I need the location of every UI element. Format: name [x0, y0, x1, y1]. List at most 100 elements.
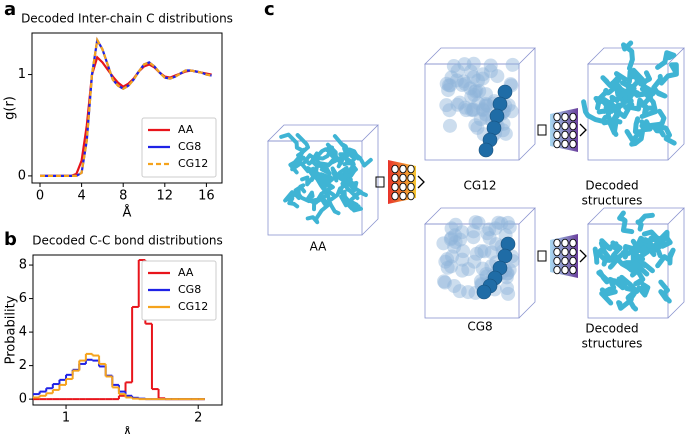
bead [475, 71, 490, 86]
bead [500, 215, 515, 230]
chart-title: Decoded C-C bond distributions [32, 234, 223, 248]
bead [469, 246, 484, 261]
net-input [537, 250, 547, 262]
x-tick-label: 8 [119, 189, 127, 204]
net-arrow [417, 175, 425, 189]
box-outline [518, 48, 536, 161]
molecule [305, 147, 333, 166]
bead [504, 104, 519, 119]
bead [471, 96, 486, 111]
bead [443, 232, 458, 247]
y-tick-label: 4 [19, 325, 27, 340]
bead [444, 259, 459, 274]
bead [478, 107, 493, 122]
molecule [614, 97, 641, 119]
bead-chain [489, 108, 505, 124]
bead [439, 98, 454, 113]
bead-chain [478, 142, 494, 158]
bead [448, 234, 463, 249]
bead [505, 57, 520, 72]
net-node [561, 139, 569, 149]
molecule [607, 119, 619, 137]
molecule [657, 124, 677, 146]
y-tick-label: 8 [19, 258, 27, 273]
net-node [399, 173, 407, 183]
net-node [399, 191, 407, 201]
bead [491, 215, 506, 230]
bead [488, 221, 503, 236]
net-node [553, 256, 561, 266]
chart-title: Decoded Inter-chain C distributions [21, 12, 233, 26]
bead [467, 87, 482, 102]
molecule [315, 162, 332, 176]
molecule [624, 116, 643, 144]
node-label: CG8 [467, 320, 492, 334]
net-input [375, 176, 385, 188]
bead [463, 64, 478, 79]
bead [475, 102, 490, 117]
molecule [651, 73, 668, 99]
net-node [391, 173, 399, 183]
y-tick-label: 6 [19, 291, 27, 306]
bead [461, 262, 476, 277]
bead [446, 59, 461, 74]
node-label: CG12 [464, 179, 497, 193]
molecule [626, 69, 652, 87]
box-outline [267, 140, 363, 236]
molecule [621, 40, 635, 71]
bead [479, 87, 494, 102]
legend-label: CG8 [178, 283, 201, 296]
bead [482, 230, 497, 245]
bead [437, 274, 452, 289]
molecule [658, 62, 679, 86]
net-node [391, 182, 399, 192]
molecule [607, 244, 635, 270]
node-label: structures [582, 337, 643, 351]
molecule [626, 85, 652, 101]
bead [457, 57, 472, 72]
bead-chain [492, 96, 508, 112]
y-tick-label: 0 [18, 168, 26, 183]
net-node [553, 112, 561, 122]
molecule [593, 246, 611, 267]
net-node [399, 164, 407, 174]
bead [468, 118, 483, 133]
net-node [391, 164, 399, 174]
bead [478, 96, 493, 111]
molecule [636, 97, 656, 116]
bead [442, 118, 457, 133]
net-node [407, 173, 415, 183]
node-label: structures [582, 194, 643, 208]
bead [464, 102, 479, 117]
bead [440, 260, 455, 275]
bead [490, 69, 505, 84]
bead [436, 236, 451, 251]
bead [470, 73, 485, 88]
molecule [655, 247, 676, 269]
bead-chain [500, 236, 516, 252]
molecule [596, 269, 610, 285]
molecule [603, 88, 628, 110]
net-node [561, 112, 569, 122]
bead [466, 230, 481, 245]
net-node [569, 112, 577, 122]
bead [459, 103, 474, 118]
bead [463, 81, 478, 96]
bead [437, 275, 452, 290]
net-node [407, 191, 415, 201]
legend-label: AA [178, 266, 194, 279]
net-node [569, 265, 577, 275]
x-tick-label: 2 [194, 411, 202, 426]
data-line [40, 36, 212, 178]
molecule [304, 190, 317, 212]
node-label: AA [310, 240, 328, 254]
net-node [561, 238, 569, 248]
x-tick-label: 0 [36, 189, 44, 204]
net-node [407, 182, 415, 192]
net-node [407, 164, 415, 174]
bead [450, 97, 465, 112]
bead [455, 225, 470, 240]
bead [440, 252, 455, 267]
molecule [325, 142, 343, 165]
